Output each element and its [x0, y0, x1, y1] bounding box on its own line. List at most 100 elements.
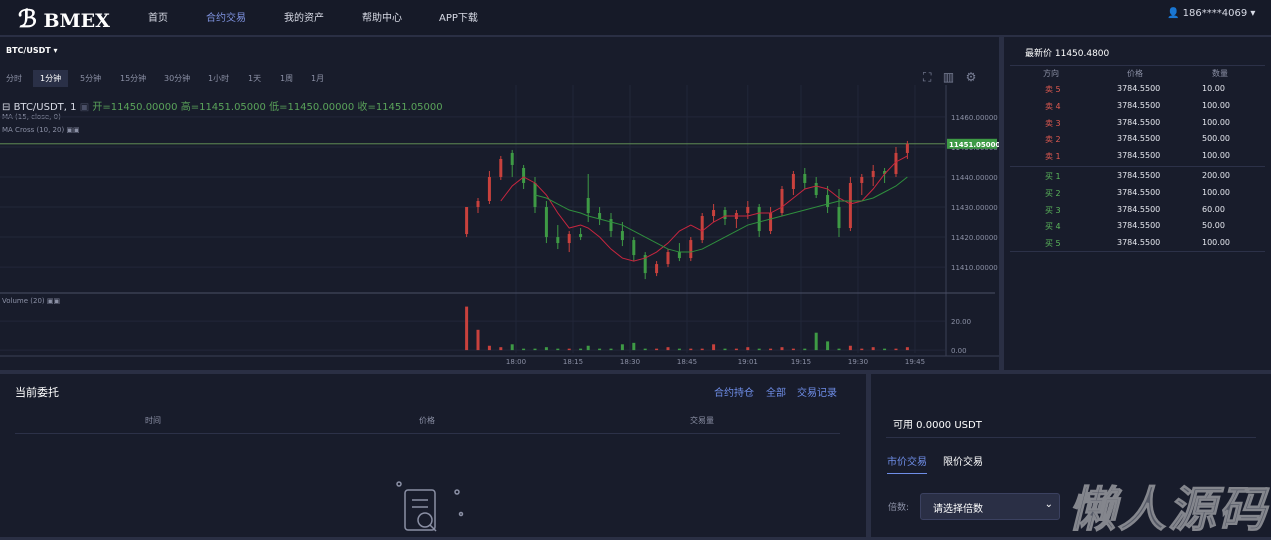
book-side: 卖 1 — [1045, 152, 1061, 162]
interval-button[interactable]: 5分钟 — [80, 74, 102, 83]
chart: 11460.0000011450.0000011440.0000011430.0… — [0, 85, 999, 366]
book-cell: 3784.5500 — [1117, 238, 1161, 248]
nav-link[interactable]: 我的资产 — [284, 13, 324, 24]
interval-button[interactable]: 30分钟 — [164, 74, 191, 83]
symbol-select[interactable]: BTC/USDT ▾ — [6, 46, 58, 55]
orders-link[interactable]: 全部 — [766, 388, 786, 399]
volume-bar — [814, 332, 818, 351]
chart-legend: ⊟ BTC/USDT, 1 ▣ 开=11450.00000 高=11451.05… — [2, 102, 443, 113]
interval-button[interactable]: 分时 — [6, 74, 22, 83]
interval-button[interactable]: 1分钟 — [33, 70, 69, 87]
y-tick-label: 11440.00000 — [951, 174, 998, 182]
interval-button[interactable]: 1月 — [311, 74, 325, 83]
orders-link[interactable]: 交易记录 — [797, 388, 837, 399]
interval-button[interactable]: 1周 — [280, 74, 294, 83]
candle-body — [871, 170, 875, 177]
y-tick-label: 20.00 — [951, 318, 971, 326]
volume-bar — [533, 348, 537, 351]
candle-body — [803, 173, 807, 183]
book-side: 买 5 — [1045, 239, 1061, 249]
last-price-label: 11451.05000 — [949, 141, 999, 149]
candle-body — [769, 213, 773, 232]
y-tick-label: 11430.00000 — [951, 204, 998, 212]
volume-bar — [791, 348, 795, 351]
y-tick-label: 0.00 — [951, 347, 967, 355]
volume-bar — [586, 345, 590, 351]
candle-body — [883, 170, 887, 174]
candle-body — [522, 167, 526, 183]
book-cell: 3784.5500 — [1117, 134, 1161, 144]
candle-body — [894, 152, 898, 174]
book-side: 买 3 — [1045, 205, 1061, 215]
column-header: 时间 — [145, 416, 161, 425]
candle-body — [848, 182, 852, 229]
book-side: 买 1 — [1045, 172, 1061, 181]
volume-bar — [666, 347, 670, 351]
book-cell: 100.00 — [1202, 187, 1230, 197]
volume-bar — [905, 347, 909, 351]
volume-bar — [598, 348, 602, 351]
toolbar-icons[interactable]: ⛶ ▥ ⚙ — [923, 70, 977, 84]
x-tick-label: 19:45 — [905, 358, 925, 366]
volume-bar — [567, 348, 571, 351]
book-cell: 3784.5500 — [1117, 151, 1161, 161]
divider — [15, 433, 840, 434]
user-name: 186****4069 — [1182, 8, 1248, 19]
candle-body — [837, 207, 841, 229]
book-cell: 100.00 — [1202, 238, 1230, 248]
y-tick-label: 11420.00000 — [951, 234, 998, 242]
book-cell: 3784.5500 — [1117, 187, 1161, 197]
volume-bar — [837, 348, 841, 351]
book-cell: 100.00 — [1202, 151, 1230, 161]
nav-bar: ℬ BMEX 首页 合约交易 我的资产 帮助中心 APP下载 👤 186****… — [0, 0, 1271, 35]
volume-bar — [487, 345, 491, 351]
interval-button[interactable]: 15分钟 — [120, 74, 147, 83]
book-cell: 3784.5500 — [1117, 221, 1161, 231]
user-menu[interactable]: 👤 186****4069 ▾ — [1167, 8, 1256, 19]
nav-link[interactable]: 首页 — [148, 13, 168, 24]
volume-bar — [522, 348, 526, 351]
x-tick-label: 19:15 — [791, 358, 811, 366]
available-balance: 可用 0.0000 USDT — [893, 420, 982, 431]
book-side: 卖 4 — [1045, 101, 1061, 111]
interval-button[interactable]: 1天 — [248, 74, 262, 83]
orders-title: 当前委托 — [15, 386, 59, 399]
orderbook-panel: 最新价 11450.4800 方向 价格 数量卖 5 3784.5500 10.00 卖 … — [1004, 37, 1271, 370]
trade-tab[interactable]: 市价交易 — [887, 453, 927, 474]
volume-label: Volume (20) ▣▣ — [2, 297, 61, 305]
nav-link[interactable]: 帮助中心 — [362, 13, 402, 24]
ohlc-label: 低=11450.00000 — [269, 102, 355, 113]
book-side: 卖 5 — [1045, 85, 1061, 94]
book-cell: 10.00 — [1202, 84, 1225, 93]
y-tick-label: 11410.00000 — [951, 264, 998, 272]
trade-panel: 可用 0.0000 USDT 市价交易 限价交易 倍数: 请选择倍数 ⌄ — [871, 374, 1271, 537]
candle-body — [620, 231, 624, 241]
candle-body — [712, 210, 716, 217]
book-side: 买 2 — [1045, 188, 1061, 198]
nav-link[interactable]: APP下载 — [439, 13, 478, 24]
trade-tab[interactable]: 限价交易 — [943, 457, 983, 468]
interval-button[interactable]: 1小时 — [208, 74, 230, 83]
legend-symbol: BTC/USDT, 1 — [13, 102, 77, 113]
ma-line — [534, 176, 908, 253]
candle-body — [655, 264, 659, 274]
volume-bar — [655, 348, 659, 351]
book-cell: 100.00 — [1202, 117, 1230, 127]
volume-bar — [712, 344, 716, 351]
divider — [886, 437, 1256, 438]
book-cell: 100.00 — [1202, 100, 1230, 110]
x-tick-label: 18:15 — [563, 358, 583, 366]
book-cell: 500.00 — [1202, 134, 1230, 144]
nav-link[interactable]: 合约交易 — [206, 13, 246, 24]
book-header: 数量 — [1212, 69, 1228, 78]
candle-body — [499, 158, 503, 177]
study-name: MA Cross (10, 20) — [2, 126, 65, 134]
leverage-select[interactable]: 请选择倍数 ⌄ — [920, 493, 1060, 520]
logo[interactable]: ℬ BMEX — [18, 4, 110, 33]
volume-bar — [803, 348, 807, 351]
book-cell: 3784.5500 — [1117, 100, 1161, 110]
candle-body — [677, 252, 681, 259]
book-cell: 200.00 — [1202, 171, 1230, 180]
orders-link[interactable]: 合约持仓 — [714, 388, 754, 399]
